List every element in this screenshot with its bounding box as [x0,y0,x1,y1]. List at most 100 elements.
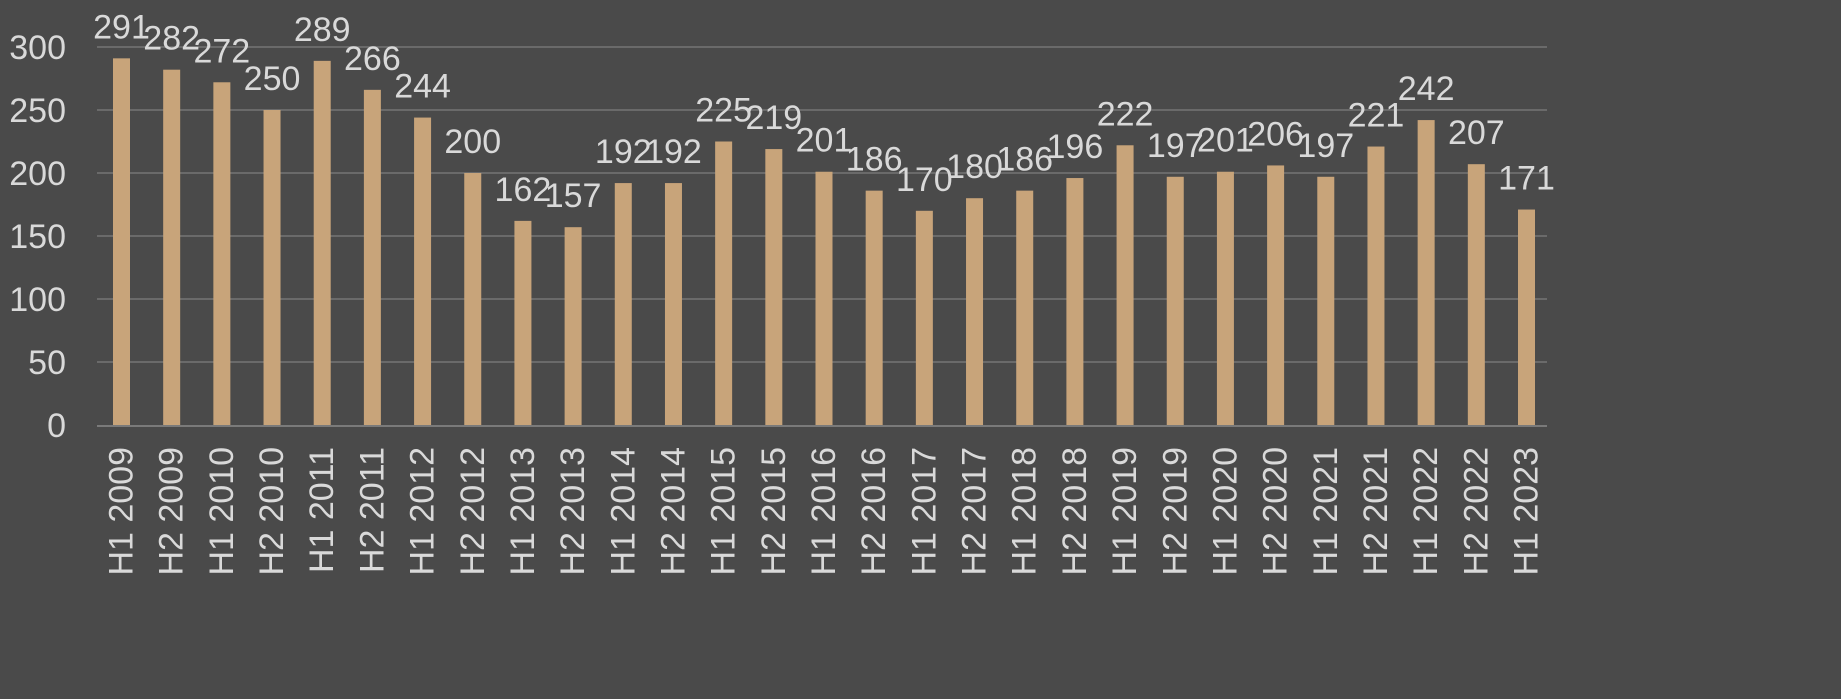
data-label: 192 [595,133,652,171]
bar-h1-2013 [514,220,532,425]
x-tick-label: H2 2015 [755,447,793,576]
x-tick-label: H2 2013 [554,447,592,576]
x-tick-label: H1 2013 [504,447,542,576]
x-tick-label: H1 2012 [404,447,442,576]
bar-h2-2009 [163,69,181,426]
x-axis-tick-labels: H1 2009 H2 2009 H1 2010 H2 2010 H1 2011 H2 20… [103,447,1546,576]
x-tick-label: H2 2014 [654,447,692,576]
x-tick-label: H2 2018 [1056,447,1094,576]
y-tick-label: 50 [28,344,66,382]
x-tick-label: H1 2020 [1206,447,1244,576]
data-label: 221 [1348,97,1405,135]
bars [113,58,1535,426]
data-label: 219 [745,99,802,137]
x-tick-label: H1 2010 [203,447,241,576]
y-axis-tick-labels: 0 50 100 150 200 250 300 [9,29,66,445]
bar-h1-2019 [1116,145,1134,425]
data-label: 225 [695,92,752,130]
x-tick-label: H1 2016 [805,447,843,576]
data-label: 242 [1398,70,1455,108]
bar-h1-2012 [414,117,432,425]
bar-h1-2009 [113,58,130,426]
data-label: 250 [244,60,301,98]
x-tick-label: H1 2023 [1508,447,1546,576]
x-tick-label: H1 2015 [705,447,743,576]
x-tick-label: H1 2009 [103,447,141,576]
data-label: 197 [1147,127,1204,165]
x-tick-label: H2 2017 [956,447,994,576]
bar-h2-2017 [966,198,984,425]
bar-h1-2020 [1216,171,1234,425]
x-tick-label: H1 2022 [1407,447,1445,576]
bar-h2-2011 [363,89,381,425]
y-tick-label: 200 [9,155,66,193]
data-label: 197 [1297,127,1354,165]
bar-h2-2016 [865,190,883,425]
bar-h1-2011 [313,60,331,426]
bar-h2-2015 [765,149,783,425]
data-label: 170 [896,161,953,199]
data-label: 282 [143,20,200,58]
x-tick-label: H2 2021 [1357,447,1395,576]
bar-h2-2022 [1467,164,1485,425]
y-tick-label: 250 [9,92,66,130]
bar-h1-2010 [213,82,231,425]
x-tick-label: H2 2012 [454,447,492,576]
data-labels: 2912822722502892662442001621571921922252… [93,8,1555,215]
bar-h2-2014 [664,183,682,425]
data-label: 192 [645,133,702,171]
x-tick-label: H1 2011 [303,447,341,573]
bar-h2-2021 [1367,146,1385,426]
x-tick-label: H2 2022 [1457,447,1495,576]
x-tick-label: H1 2014 [604,447,642,576]
data-label: 200 [444,123,501,161]
x-tick-label: H1 2017 [905,447,943,576]
x-tick-label: H1 2018 [1006,447,1044,576]
x-tick-label: H2 2009 [153,447,191,576]
data-label: 207 [1448,114,1505,152]
bar-h2-2010 [263,110,281,425]
data-label: 180 [946,148,1003,186]
y-tick-label: 300 [9,29,66,67]
bar-h1-2018 [1016,190,1034,425]
data-label: 222 [1097,95,1154,133]
data-label: 201 [1197,122,1254,160]
data-label: 186 [846,141,903,179]
y-tick-label: 150 [9,218,66,256]
data-label: 266 [344,40,401,78]
data-label: 291 [93,8,150,46]
x-tick-label: H2 2010 [253,447,291,576]
data-label: 272 [193,32,250,70]
data-label: 186 [996,141,1053,179]
bar-h1-2016 [815,171,833,425]
data-label: 162 [495,171,552,209]
bar-h1-2021 [1317,176,1335,425]
bar-h2-2018 [1066,178,1084,425]
bar-h2-2013 [564,227,582,425]
bar-h2-2020 [1267,165,1285,425]
data-label: 244 [394,68,451,106]
bar-h1-2017 [915,210,933,425]
data-label: 289 [294,11,351,49]
y-tick-label: 100 [9,281,66,319]
x-tick-label: H2 2019 [1156,447,1194,576]
data-label: 157 [545,177,602,215]
x-tick-label: H1 2019 [1106,447,1144,576]
x-tick-label: H2 2020 [1257,447,1295,576]
x-tick-label: H2 2016 [855,447,893,576]
data-label: 171 [1498,160,1555,198]
bar-h1-2022 [1417,120,1435,425]
bar-h2-2012 [464,173,482,425]
data-label: 201 [796,122,853,160]
data-label: 206 [1247,115,1304,153]
bar-h1-2014 [614,183,632,425]
y-tick-label: 0 [47,407,66,445]
bar-h1-2023 [1518,209,1535,425]
data-label: 196 [1047,128,1104,166]
x-tick-label: H1 2021 [1307,447,1345,576]
bar-h2-2019 [1166,176,1184,425]
x-tick-label: H2 2011 [353,447,391,573]
bar-h1-2015 [715,141,733,425]
